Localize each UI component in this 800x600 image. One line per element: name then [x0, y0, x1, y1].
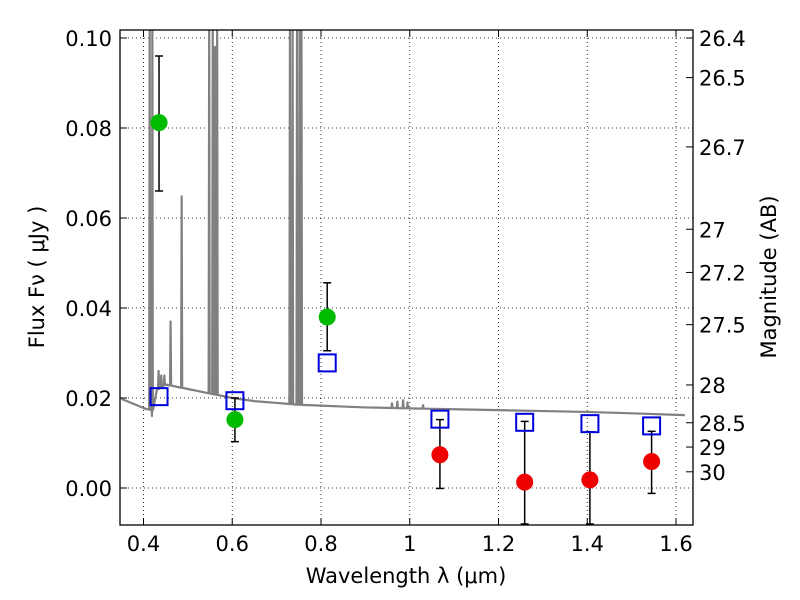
x-tick-label: 1.6 — [659, 532, 692, 556]
x-tick-label: 1 — [403, 532, 416, 556]
x-tick-label: 1.2 — [482, 532, 515, 556]
model-photometry-square — [580, 414, 600, 434]
x-axis-label: Wavelength λ (μm) — [306, 564, 507, 588]
model-photometry-square — [642, 416, 662, 436]
magnitude-tick-label: 29 — [699, 436, 726, 460]
model-photometry-square — [515, 412, 535, 432]
model-photometry-square — [149, 387, 169, 407]
model-spectrum — [120, 30, 685, 418]
grid — [120, 30, 693, 525]
data-point — [150, 114, 168, 132]
model-photometry-square — [225, 391, 245, 411]
data-point — [318, 308, 336, 326]
y-axis-right-label: Magnitude (AB) — [757, 195, 781, 358]
data-point — [431, 446, 449, 464]
axis-ticks: 0.4 0.6 0.8 1 1.2 1.4 1.6 0.00 0.02 0.04 0.06 0.08 0… — [65, 27, 746, 556]
magnitude-tick-label: 30 — [699, 461, 726, 485]
y-tick-label: 0.06 — [65, 207, 112, 231]
x-tick-label: 1.4 — [571, 532, 604, 556]
magnitude-tick-label: 27.5 — [699, 314, 746, 338]
y-tick-label: 0.08 — [65, 117, 112, 141]
magnitude-tick-label: 27.2 — [699, 261, 746, 285]
data-point — [581, 471, 599, 489]
model-photometry-square — [430, 409, 450, 429]
y-axis-label: Flux Fν ( μJy ) — [25, 206, 49, 349]
plot-frame — [119, 29, 694, 526]
data-point — [226, 411, 244, 429]
model-photometry-square — [317, 353, 337, 373]
magnitude-tick-label: 26.4 — [699, 27, 746, 51]
magnitude-tick-label: 27 — [699, 218, 726, 242]
x-tick-label: 0.6 — [216, 532, 249, 556]
y-tick-label: 0.02 — [65, 387, 112, 411]
magnitude-tick-label: 26.7 — [699, 136, 746, 160]
y-tick-label: 0.04 — [65, 297, 112, 321]
y-tick-label: 0.00 — [65, 477, 112, 501]
magnitude-tick-label: 28.5 — [699, 412, 746, 436]
spectrum-line — [120, 30, 685, 418]
magnitude-tick-label: 26.5 — [699, 67, 746, 91]
x-tick-label: 0.4 — [127, 532, 160, 556]
data-point — [516, 473, 534, 491]
y-tick-label: 0.10 — [65, 27, 112, 51]
data-point — [643, 452, 661, 470]
data-markers — [149, 55, 662, 525]
x-tick-label: 0.8 — [304, 532, 337, 556]
magnitude-tick-label: 28 — [699, 374, 726, 398]
